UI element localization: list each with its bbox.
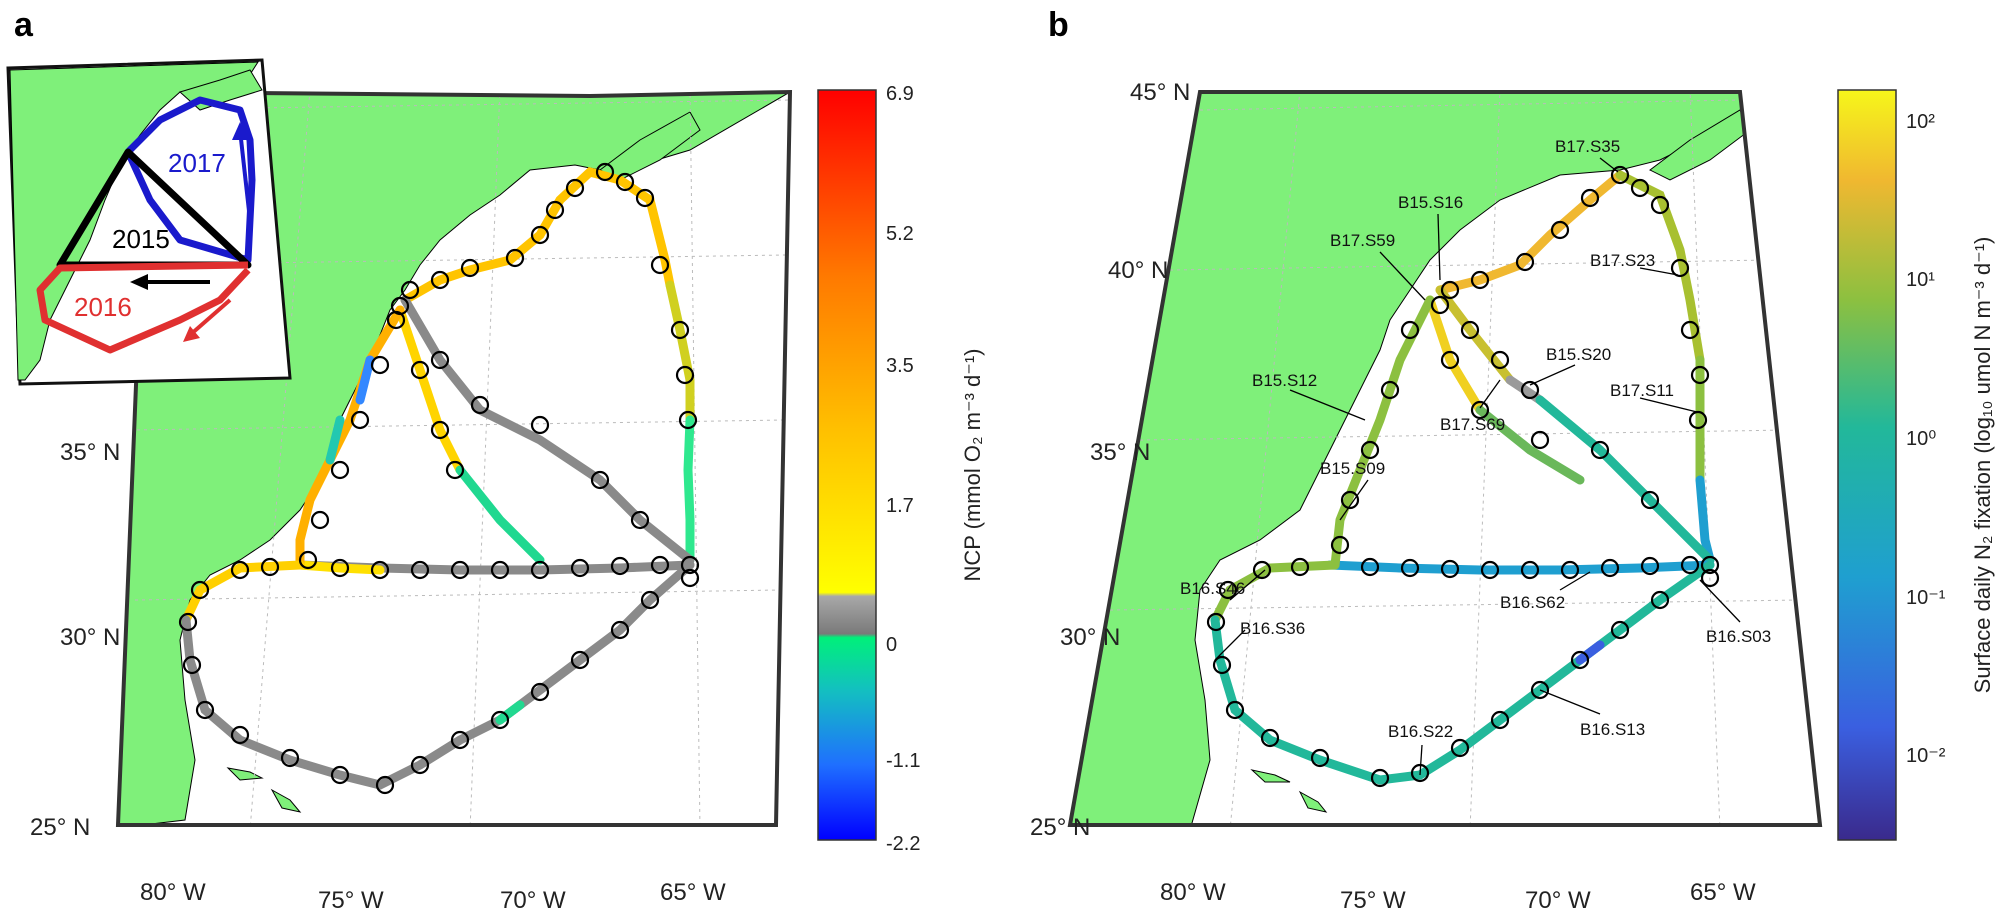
- station-label-b15-s12: B15.S12: [1252, 371, 1317, 390]
- lat-label-35: 35° N: [60, 439, 120, 466]
- lat-label-b-40: 40° N: [1108, 257, 1168, 284]
- colorbar-b-ticks: 10² 10¹ 10⁰ 10⁻¹ 10⁻²: [1906, 111, 1946, 767]
- lon-label-b-65: 65° W: [1690, 879, 1756, 906]
- map-b: [1070, 92, 1820, 825]
- lat-label-30: 30° N: [60, 624, 120, 651]
- cb-a-tick-2: 3.5: [886, 355, 914, 377]
- colorbar-a: 6.9 5.2 3.5 1.7 0 -1.1 -2.2 NCP (mmol O₂…: [817, 83, 985, 855]
- colorbar-b-title: Surface daily N₂ fixation (log₁₀ umol N …: [1970, 237, 1995, 694]
- colorbar-a-title: NCP (mmol O₂ m⁻³ d⁻¹): [960, 348, 985, 581]
- station-labels: B17.S35 B15.S16 B17.S59 B17.S23 B15.S20 …: [1180, 137, 1771, 741]
- panel-a: a: [6, 6, 985, 914]
- colorbar-b: 10² 10¹ 10⁰ 10⁻¹ 10⁻² Surface daily N₂ f…: [1837, 89, 1995, 841]
- lat-label-b-25: 25° N: [1030, 814, 1090, 841]
- cb-b-tick-3: 10⁻¹: [1906, 587, 1946, 609]
- station-label-b16-s62: B16.S62: [1500, 593, 1565, 612]
- station-label-b17-s35: B17.S35: [1555, 137, 1620, 156]
- cb-a-tick-5: -1.1: [886, 750, 920, 772]
- lon-labels-b: 80° W 75° W 70° W 65° W: [1160, 879, 1756, 914]
- cb-a-tick-0: 6.9: [886, 83, 914, 105]
- colorbar-a-ticks: 6.9 5.2 3.5 1.7 0 -1.1 -2.2: [886, 83, 920, 855]
- lon-label-65: 65° W: [660, 879, 726, 906]
- station-label-b15-s20: B15.S20: [1546, 345, 1611, 364]
- panel-b-letter: b: [1048, 6, 1069, 44]
- station-label-b16-s46: B16.S46: [1180, 579, 1245, 598]
- land-b: [1070, 92, 1820, 825]
- stations-a: [178, 162, 700, 795]
- station-label-b15-s09: B15.S09: [1320, 459, 1385, 478]
- inset-track-2017: [124, 96, 256, 264]
- cb-b-tick-2: 10⁰: [1906, 428, 1936, 450]
- lon-label-80: 80° W: [140, 879, 206, 906]
- cb-b-tick-4: 10⁻²: [1906, 745, 1946, 767]
- station-label-b17-s69: B17.S69: [1440, 415, 1505, 434]
- inset-track-2016: [36, 261, 251, 354]
- station-label-b16-s22: B16.S22: [1388, 722, 1453, 741]
- lat-label-25: 25° N: [30, 814, 90, 841]
- cb-b-tick-0: 10²: [1906, 111, 1935, 133]
- lon-labels-a: 80° W 75° W 70° W 65° W: [140, 879, 726, 914]
- inset-label-2016: 2016: [74, 292, 132, 322]
- lat-label-b-45: 45° N: [1130, 79, 1190, 106]
- cb-b-tick-1: 10¹: [1906, 269, 1935, 291]
- station-label-b15-s16: B15.S16: [1398, 193, 1463, 212]
- lat-label-b-30: 30° N: [1060, 624, 1120, 651]
- inset-label-2017: 2017: [168, 148, 226, 178]
- station-label-b16-s03: B16.S03: [1706, 627, 1771, 646]
- cb-a-tick-4: 0: [886, 634, 897, 656]
- cb-a-tick-3: 1.7: [886, 495, 914, 517]
- lon-label-70: 70° W: [500, 887, 566, 914]
- stations-b: [1206, 165, 1720, 788]
- lat-label-b-35: 35° N: [1090, 439, 1150, 466]
- station-label-b17-s11: B17.S11: [1610, 381, 1674, 400]
- lat-labels-a: 35° N 30° N 25° N: [30, 439, 120, 841]
- panel-a-letter: a: [14, 6, 34, 44]
- lon-label-75: 75° W: [318, 887, 384, 914]
- station-label-b16-s36: B16.S36: [1240, 619, 1305, 638]
- station-label-b17-s59: B17.S59: [1330, 231, 1395, 250]
- lon-label-b-75: 75° W: [1340, 887, 1406, 914]
- inset-map: 2017 2015 2016: [6, 58, 292, 386]
- cb-a-tick-6: -2.2: [886, 833, 920, 855]
- lat-labels-b: 45° N 40° N 35° N 30° N 25° N: [1030, 79, 1190, 841]
- station-label-b17-s23: B17.S23: [1590, 251, 1655, 270]
- panel-b: b: [1030, 6, 1995, 914]
- tracks-a: [181, 167, 695, 790]
- lon-label-b-80: 80° W: [1160, 879, 1226, 906]
- leader-lines: [1214, 157, 1741, 776]
- lon-label-b-70: 70° W: [1525, 887, 1591, 914]
- cb-a-tick-1: 5.2: [886, 223, 914, 245]
- station-label-b16-s13: B16.S13: [1580, 720, 1645, 739]
- inset-label-2015: 2015: [112, 224, 170, 254]
